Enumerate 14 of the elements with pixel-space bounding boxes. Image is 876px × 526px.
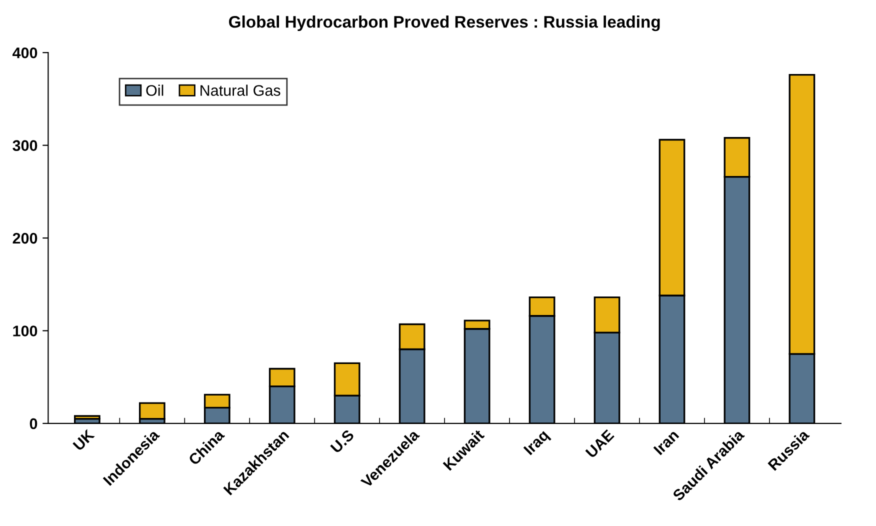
x-tick-label: UK <box>72 428 96 452</box>
chart-title: Global Hydrocarbon Proved Reserves : Russia leading <box>228 16 660 32</box>
x-tick-label: Iran <box>653 429 680 456</box>
x-tick-label: Iraq <box>523 429 552 458</box>
y-tick-label: 100 <box>13 326 38 336</box>
y-tick-label: 0 <box>30 418 38 430</box>
y-tick-label: 200 <box>12 232 38 244</box>
y-tick-label: 400 <box>12 47 38 58</box>
legend-label: Natural Gas <box>200 84 280 96</box>
bar <box>74 415 100 420</box>
legend-label: Oil <box>146 84 164 96</box>
bar <box>138 402 166 420</box>
y-tick-label: 300 <box>12 140 38 152</box>
x-tick-label: U.S <box>330 429 355 454</box>
